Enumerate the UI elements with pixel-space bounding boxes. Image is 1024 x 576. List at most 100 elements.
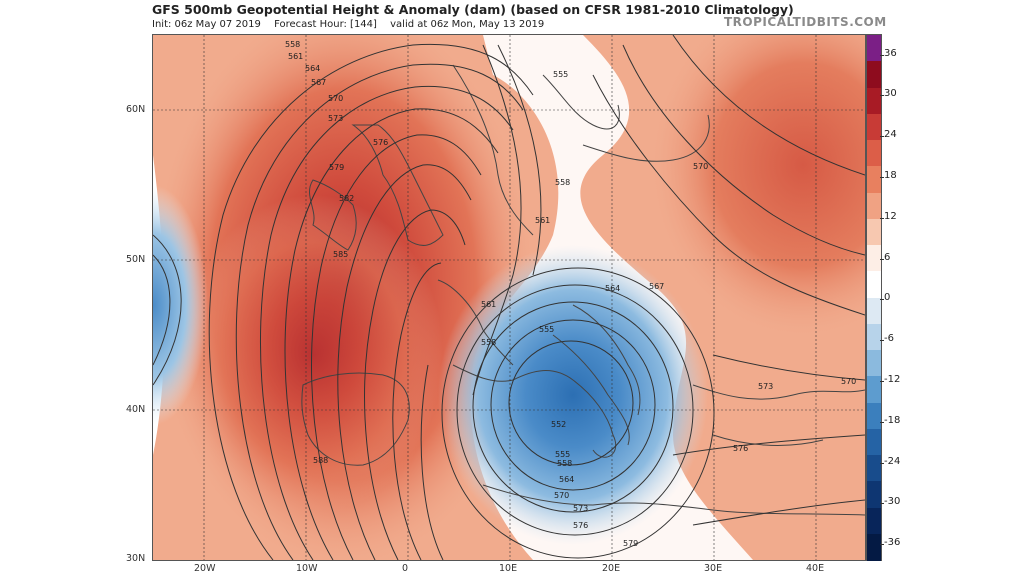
- colorbar-segment: [867, 140, 881, 167]
- colorbar-segment: [867, 113, 881, 141]
- colorbar-label: 18: [884, 169, 897, 181]
- lon-label: 40E: [806, 563, 825, 574]
- lat-label: 60N: [126, 104, 146, 115]
- init-time: Init: 06z May 07 2019: [152, 19, 261, 30]
- colorbar-segment: [867, 323, 881, 351]
- lon-label: 0: [402, 563, 409, 574]
- contour-label: 564: [305, 64, 320, 73]
- contour-label: 558: [557, 459, 572, 468]
- colorbar-tick: [880, 95, 884, 97]
- lon-label: 10W: [296, 563, 318, 574]
- map-title: GFS 500mb Geopotential Height & Anomaly …: [152, 2, 794, 17]
- colorbar-label: 6: [884, 251, 891, 263]
- colorbar-segment: [867, 507, 881, 535]
- contour-label: 579: [329, 163, 344, 172]
- colorbar-segment: [867, 245, 881, 272]
- contour-label: 588: [313, 456, 328, 465]
- colorbar-tick: [880, 176, 884, 178]
- colorbar-segment: [867, 166, 881, 193]
- contour-label: 576: [373, 138, 388, 147]
- colorbar-label: 24: [884, 129, 897, 141]
- contour-labels: 558 561 564 567 570 573 576 579 582 585 …: [285, 40, 856, 548]
- contour-label: 555: [539, 325, 554, 334]
- colorbar-label: 12: [884, 210, 897, 222]
- colorbar-segment: [867, 35, 881, 62]
- colorbar-tick: [880, 54, 884, 56]
- colorbar-tick: [880, 217, 884, 219]
- height-contours: [153, 35, 865, 560]
- colorbar-label: 0: [884, 292, 891, 304]
- contour-label: 570: [554, 491, 569, 500]
- contour-label: 579: [623, 539, 638, 548]
- colorbar-segment: [867, 87, 881, 115]
- colorbar-segment: [867, 376, 881, 403]
- contour-label: 555: [555, 450, 570, 459]
- anomaly-map: 558 561 564 567 570 573 576 579 582 585 …: [152, 34, 866, 561]
- lon-label: 10E: [499, 563, 518, 574]
- contour-label: 564: [605, 284, 620, 293]
- contour-label: 573: [328, 114, 343, 123]
- colorbar-tick: [880, 544, 884, 546]
- colorbar-segment: [867, 61, 881, 88]
- contour-label: 570: [328, 94, 343, 103]
- colorbar-label: 36: [884, 47, 897, 59]
- lon-label: 20E: [602, 563, 621, 574]
- contour-label: 561: [481, 300, 496, 309]
- lat-label: 40N: [126, 404, 146, 415]
- colorbar-label: -30: [884, 496, 901, 508]
- contour-label: 573: [573, 504, 588, 513]
- contour-label: 558: [555, 178, 570, 187]
- contour-label: 558: [285, 40, 300, 49]
- map-canvas: 558 561 564 567 570 573 576 579 582 585 …: [153, 35, 865, 560]
- contour-label: 576: [573, 521, 588, 530]
- colorbar-segment: [867, 350, 881, 377]
- contour-label: 555: [553, 70, 568, 79]
- latlon-grid: [153, 35, 865, 560]
- cutoff-low-anomaly: [438, 245, 708, 545]
- colorbar-label: 30: [884, 88, 897, 100]
- colorbar-tick: [880, 258, 884, 260]
- colorbar-label: -6: [884, 333, 894, 345]
- contour-label: 570: [693, 162, 708, 171]
- contour-label: 582: [339, 194, 354, 203]
- colorbar-tick: [880, 299, 884, 301]
- map-subtitle: Init: 06z May 07 2019 Forecast Hour: [14…: [152, 19, 554, 30]
- lat-label: 30N: [126, 553, 146, 564]
- contour-label: 570: [841, 377, 856, 386]
- colorbar-segment: [867, 402, 881, 430]
- lat-label: 50N: [126, 254, 146, 265]
- ridge-core: [183, 195, 443, 515]
- colorbar-tick: [880, 340, 884, 342]
- colorbar-segment: [867, 481, 881, 508]
- colorbar-label: -36: [884, 537, 901, 549]
- colorbar-segment: [867, 297, 881, 325]
- colorbar-segment: [867, 428, 881, 456]
- contour-label: 561: [288, 52, 303, 61]
- west-trough-anomaly: [153, 185, 208, 425]
- lon-label: 20W: [194, 563, 216, 574]
- contour-label: 552: [551, 420, 566, 429]
- colorbar-segment: [867, 533, 881, 561]
- colorbar-segment: [867, 455, 881, 482]
- colorbar-segment: [867, 192, 881, 220]
- colorbar-label: -12: [884, 373, 901, 385]
- colorbar-label: -24: [884, 455, 901, 467]
- contour-label: 567: [649, 282, 664, 291]
- colorbar-label: -18: [884, 414, 901, 426]
- contour-label: 558: [481, 338, 496, 347]
- contour-label: 564: [559, 475, 574, 484]
- contour-label: 567: [311, 78, 326, 87]
- colorbar-tick: [880, 136, 884, 138]
- colorbar-tick: [880, 380, 884, 382]
- colorbar-segment: [867, 271, 881, 298]
- valid-time: valid at 06z Mon, May 13 2019: [390, 19, 545, 30]
- colorbar-segment: [867, 218, 881, 246]
- colorbar-tick: [880, 462, 884, 464]
- brand-logo: TROPICALTIDBITS.COM: [724, 15, 887, 29]
- colorbar-tick: [880, 421, 884, 423]
- contour-label: 561: [535, 216, 550, 225]
- colorbar-tick: [880, 503, 884, 505]
- lon-label: 30E: [704, 563, 723, 574]
- colorbar: [866, 34, 882, 561]
- contour-label: 573: [758, 382, 773, 391]
